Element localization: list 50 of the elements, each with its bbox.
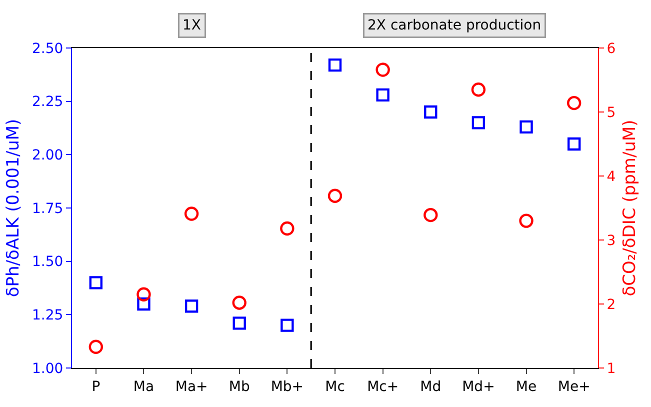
y-tick-label: 1.25 — [32, 308, 64, 324]
y-tick-label: 2.50 — [32, 40, 64, 57]
y-tick-label: 1.75 — [32, 200, 64, 217]
x-tick-label: Ma+ — [175, 378, 208, 395]
point — [232, 296, 246, 310]
x-tick-label: Mc — [325, 378, 345, 395]
point — [424, 208, 438, 222]
x-tick-label: Mb+ — [270, 378, 304, 395]
y2-tick-label: 2 — [606, 296, 616, 313]
point — [376, 88, 390, 102]
y-axis-title: δPh/δALK (0.001/uM) — [4, 118, 24, 298]
point — [137, 297, 150, 311]
point — [328, 58, 342, 72]
y2-tick-label: 6 — [606, 40, 616, 57]
point — [471, 82, 486, 97]
point — [89, 276, 103, 290]
point — [280, 318, 294, 332]
point — [328, 188, 342, 203]
x-tick-label: Md — [420, 378, 442, 395]
point — [424, 105, 438, 119]
y2-tick-label: 1 — [606, 360, 616, 377]
y2-tick-label: 5 — [606, 104, 616, 121]
y-tick-label: 1.50 — [32, 254, 64, 270]
point — [567, 137, 581, 151]
x-tick-label: Me+ — [558, 378, 590, 395]
point — [280, 221, 294, 236]
y-tick-label: 2.25 — [32, 94, 64, 110]
x-tick-label: Ma — [133, 378, 154, 395]
point — [472, 116, 486, 130]
x-tick-label: Mc+ — [367, 378, 399, 395]
point — [184, 206, 199, 221]
x-tick-label: Mb — [228, 378, 250, 395]
x-tick-label: Md+ — [462, 378, 495, 395]
y2-tick-label: 3 — [606, 232, 616, 249]
point — [136, 287, 151, 302]
y2-axis-title: δCO₂/δDIC (ppm/uM) — [620, 120, 640, 296]
point — [376, 62, 390, 77]
y-tick-label: 1.00 — [32, 360, 64, 377]
y-tick-label: 2.00 — [32, 148, 64, 164]
text: 2X carbonate production — [368, 18, 542, 34]
point — [519, 214, 534, 228]
point — [184, 300, 198, 313]
point — [566, 96, 582, 110]
point — [88, 340, 104, 354]
point — [232, 316, 246, 330]
y2-tick-label: 4 — [606, 168, 616, 185]
point — [520, 120, 533, 134]
text: 1X — [182, 18, 202, 34]
x-tick-label: Me — [516, 378, 537, 395]
x-tick-label: P — [92, 378, 100, 395]
